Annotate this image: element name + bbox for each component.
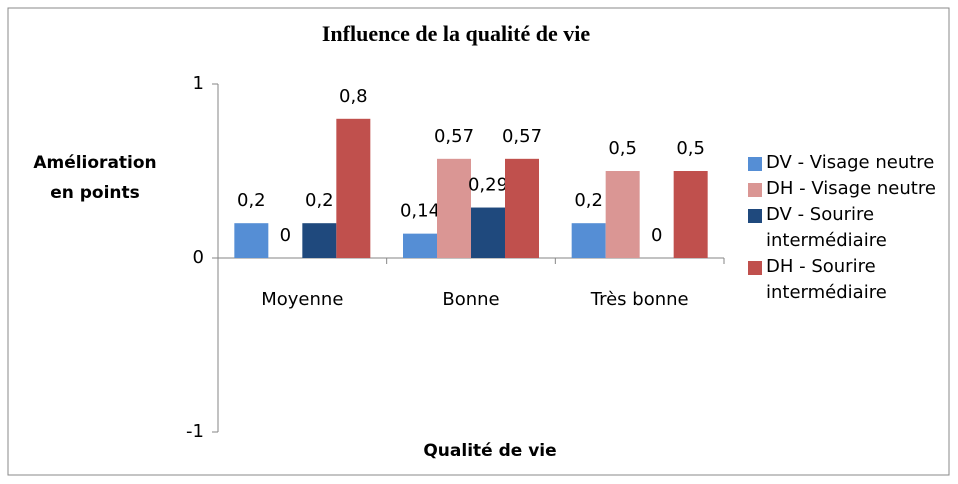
bar bbox=[571, 223, 606, 258]
legend-label: DV - Sourire intermédiaire bbox=[766, 204, 887, 251]
value-label: 0,2 bbox=[237, 190, 266, 211]
x-tick-label: Très bonne bbox=[590, 289, 689, 310]
bar bbox=[403, 233, 437, 258]
bar bbox=[471, 207, 505, 258]
value-label: 0,8 bbox=[339, 86, 368, 107]
legend-label: DH - Visage neutre bbox=[766, 178, 936, 199]
value-label: 0,14 bbox=[400, 201, 440, 222]
x-tick-label: Moyenne bbox=[261, 289, 343, 310]
chart-title: Influence de la qualité de vie bbox=[322, 21, 591, 46]
legend-item: DH - Sourire intermédiaire bbox=[740, 254, 946, 306]
y-tick-label: 0 bbox=[193, 247, 204, 268]
legend-swatch bbox=[748, 261, 762, 275]
bar bbox=[302, 223, 337, 258]
x-axis-title: Qualité de vie bbox=[423, 441, 556, 461]
legend-item: DH - Visage neutre bbox=[740, 176, 946, 202]
legend: DV - Visage neutre DH - Visage neutre DV -… bbox=[740, 150, 950, 306]
bar bbox=[437, 158, 471, 258]
y-tick-label: 1 bbox=[193, 73, 204, 94]
bar bbox=[673, 171, 708, 258]
bar bbox=[234, 223, 269, 258]
legend-label: DH - Sourire intermédiaire bbox=[766, 256, 887, 303]
bar bbox=[605, 171, 640, 258]
value-label: 0 bbox=[651, 225, 662, 246]
legend-label: DV - Visage neutre bbox=[766, 152, 935, 173]
bar bbox=[505, 158, 539, 258]
value-label: 0,5 bbox=[608, 138, 637, 159]
bar bbox=[336, 118, 371, 258]
chart-border bbox=[7, 7, 950, 476]
legend-swatch bbox=[748, 157, 762, 171]
value-label: 0,2 bbox=[574, 190, 603, 211]
y-axis-title: Amélioration en points bbox=[33, 153, 157, 203]
value-label: 0,57 bbox=[502, 126, 542, 147]
value-label: 0,29 bbox=[468, 175, 508, 196]
value-label: 0,5 bbox=[676, 138, 705, 159]
legend-swatch bbox=[748, 183, 762, 197]
x-tick-label: Bonne bbox=[442, 289, 499, 310]
value-label: 0,2 bbox=[305, 190, 334, 211]
legend-swatch bbox=[748, 209, 762, 223]
y-tick-label: -1 bbox=[186, 421, 204, 442]
value-label: 0 bbox=[280, 225, 291, 246]
legend-item: DV - Sourire intermédiaire bbox=[740, 202, 946, 254]
legend-item: DV - Visage neutre bbox=[740, 150, 946, 176]
value-label: 0,57 bbox=[434, 126, 474, 147]
